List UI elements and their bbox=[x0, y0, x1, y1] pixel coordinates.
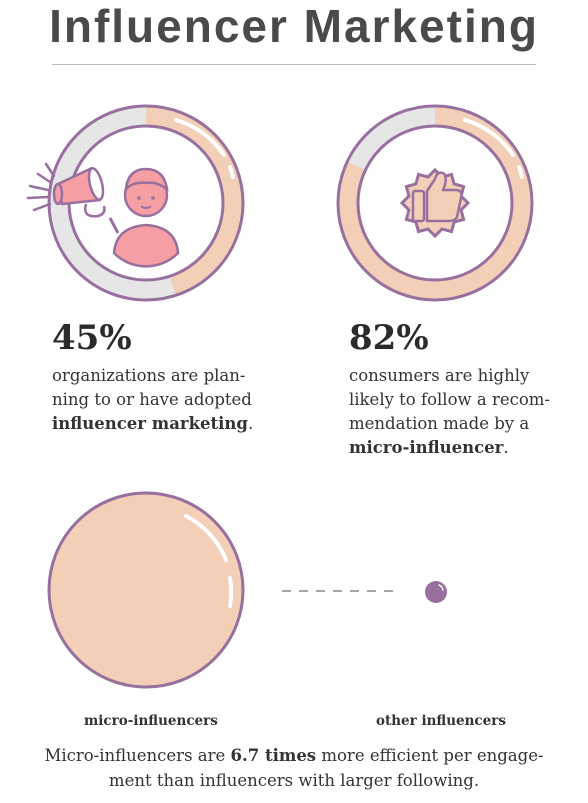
donut-fill bbox=[338, 106, 532, 300]
other-influencers-label: other influencers bbox=[376, 713, 506, 729]
stat-description-organizations: organizations are plan- ning to or have … bbox=[52, 366, 254, 433]
donut-outer-outline bbox=[47, 104, 245, 302]
page-title: Influencer Marketing bbox=[49, 0, 539, 52]
stat-value-consumers: 82% bbox=[349, 318, 429, 358]
donut-outer-outline bbox=[336, 104, 534, 302]
donut-chart-consumers bbox=[336, 104, 534, 302]
comparison-dashed-line bbox=[282, 590, 400, 592]
footer-note: Micro-influencers are 6.7 times more eff… bbox=[44, 746, 544, 790]
micro-influencer-bubble bbox=[47, 491, 245, 689]
megaphone-person-icon bbox=[108, 167, 180, 268]
title-divider bbox=[52, 64, 536, 65]
donut-highlight-dot bbox=[517, 165, 524, 179]
other-influencer-dot bbox=[425, 581, 447, 603]
megaphone-icon bbox=[26, 162, 106, 218]
stat-description-consumers: consumers are highly likely to follow a … bbox=[349, 366, 550, 457]
donut-fill bbox=[49, 106, 243, 300]
donut-highlight bbox=[174, 118, 226, 157]
donut-highlight-dot bbox=[228, 165, 235, 179]
micro-influencers-label: micro-influencers bbox=[84, 713, 218, 729]
stat-value-organizations: 45% bbox=[52, 318, 132, 358]
thumbs-up-badge-icon bbox=[399, 167, 471, 239]
donut-highlight bbox=[463, 118, 515, 157]
